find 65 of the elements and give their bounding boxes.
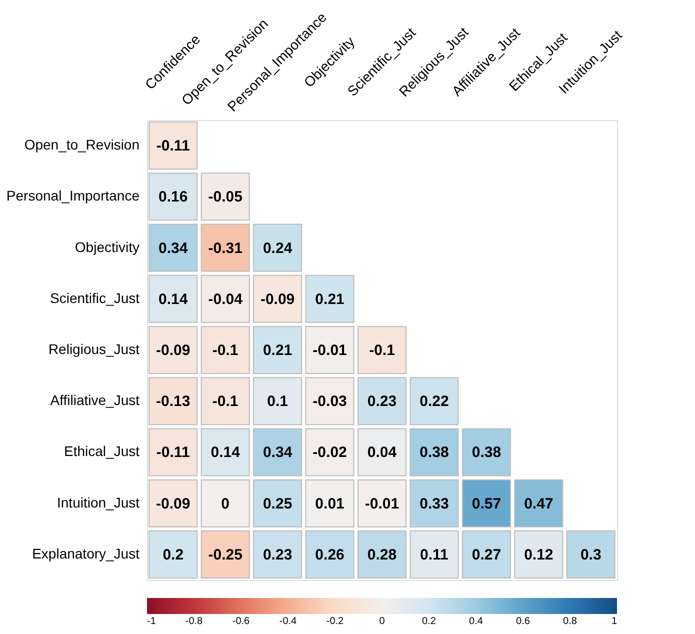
data-label: -0.02 xyxy=(312,444,347,462)
data-label: 0.21 xyxy=(315,290,344,308)
data-label: -0.31 xyxy=(208,240,242,257)
y-tick-label: Ethical_Just xyxy=(64,443,140,460)
data-label: 0.14 xyxy=(158,290,188,308)
data-label: 0.25 xyxy=(262,495,292,512)
data-label: 0.26 xyxy=(315,546,344,564)
data-label: 0.2 xyxy=(162,546,184,564)
data-label: 0.28 xyxy=(367,546,397,564)
data-label: 0.38 xyxy=(472,444,502,462)
color-bar-label: 0.4 xyxy=(469,616,484,627)
color-bar-label: 1 xyxy=(611,616,618,627)
data-label: -0.11 xyxy=(156,138,190,155)
color-bar-label: -1 xyxy=(147,616,156,627)
y-tick-label: Religious_Just xyxy=(48,341,140,357)
color-bar-label: -0.8 xyxy=(185,616,204,627)
color-bar-label: -0.2 xyxy=(326,616,344,627)
data-label: -0.05 xyxy=(208,188,242,206)
data-label: -0.1 xyxy=(369,342,395,359)
y-tick-label: Scientific_Just xyxy=(50,290,140,306)
color-bar-label: 0.6 xyxy=(516,616,530,627)
data-label: 0.1 xyxy=(267,393,288,410)
data-label: -0.09 xyxy=(156,342,190,359)
data-label: 0.22 xyxy=(420,393,449,410)
y-tick-label: Personal_Importance xyxy=(6,188,140,204)
color-bar-label: -0.6 xyxy=(232,616,250,627)
y-tick-label: Affiliative_Just xyxy=(50,392,140,408)
y-tick-label: Intuition_Just xyxy=(57,494,140,510)
color-bar-label: 0.8 xyxy=(563,616,578,627)
color-bar-label: 0.2 xyxy=(422,616,436,627)
data-label: 0.47 xyxy=(524,495,554,512)
data-label: 0.01 xyxy=(315,495,344,512)
data-label: -0.1 xyxy=(212,393,238,410)
data-label: 0.04 xyxy=(367,444,398,462)
data-label: -0.01 xyxy=(312,342,347,359)
y-tick-label: Explanatory_Just xyxy=(32,545,140,562)
data-label: 0.14 xyxy=(210,444,241,462)
data-label: -0.09 xyxy=(260,290,295,308)
data-label: 0.12 xyxy=(524,546,554,564)
data-label: 0.34 xyxy=(262,444,293,462)
data-label: -0.09 xyxy=(156,495,190,512)
data-label: 0.3 xyxy=(580,546,602,564)
data-label: -0.04 xyxy=(208,290,244,308)
data-label: 0.38 xyxy=(420,444,449,462)
y-tick-label: Objectivity xyxy=(74,238,140,255)
data-label: -0.1 xyxy=(212,342,238,359)
data-label: 0.16 xyxy=(158,188,188,206)
data-label: -0.13 xyxy=(156,393,190,410)
data-label: 0.34 xyxy=(158,240,188,257)
data-label: 0.24 xyxy=(262,240,293,257)
color-bar-label: -0.4 xyxy=(279,616,298,627)
data-label: 0.23 xyxy=(367,393,397,410)
data-label: 0.57 xyxy=(472,495,502,512)
data-label: -0.01 xyxy=(364,495,400,512)
y-tick-label: Open_to_Revision xyxy=(24,136,140,153)
data-label: 0 xyxy=(221,495,230,512)
data-label: -0.25 xyxy=(208,546,242,564)
data-label: 0.27 xyxy=(472,546,502,564)
data-label: 0.21 xyxy=(262,342,292,359)
data-label: -0.03 xyxy=(312,393,347,410)
data-label: 0.23 xyxy=(262,546,292,564)
data-label: 0.11 xyxy=(420,546,448,564)
data-label: 0.33 xyxy=(420,495,449,512)
color-bar-label: 0 xyxy=(379,616,386,627)
data-label: -0.11 xyxy=(156,444,190,462)
